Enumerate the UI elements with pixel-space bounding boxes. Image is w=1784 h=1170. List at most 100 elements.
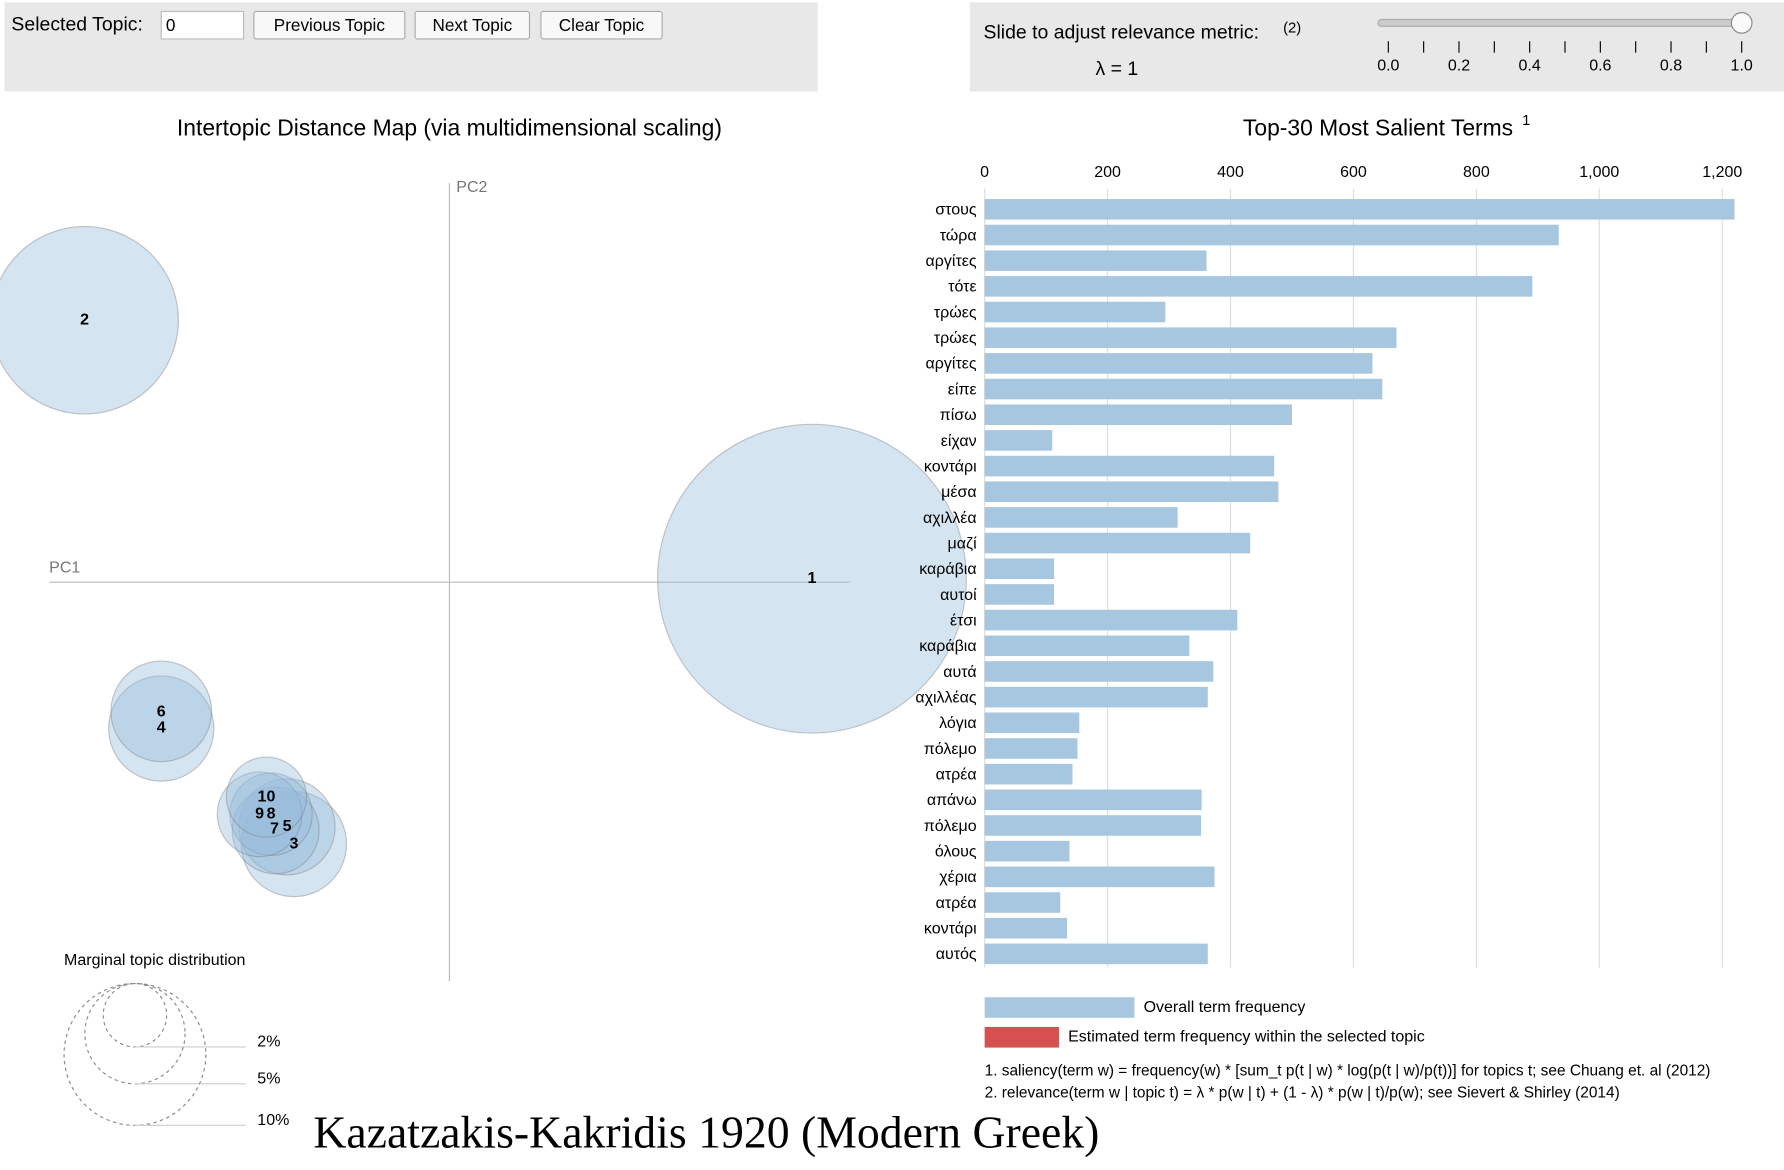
button[interactable] bbox=[540, 10, 663, 40]
term-label[interactable]: πόλεμο bbox=[924, 741, 977, 758]
term-label[interactable]: έτσι bbox=[950, 612, 977, 629]
term-label[interactable]: τρώες bbox=[934, 304, 977, 321]
term-label[interactable]: κοντάρι bbox=[924, 458, 977, 475]
x-tick-label: 400 bbox=[1217, 164, 1244, 181]
term-label[interactable]: αχιλλέα bbox=[923, 510, 977, 527]
slider-track[interactable] bbox=[1377, 18, 1751, 27]
bar[interactable] bbox=[984, 199, 1735, 220]
term-label[interactable]: μέσα bbox=[941, 484, 976, 501]
term-label[interactable]: μαζί bbox=[948, 535, 978, 552]
term-label[interactable]: όλους bbox=[935, 844, 977, 861]
footnote: 2. relevance(term w | topic t) = λ * p(w… bbox=[985, 1084, 1620, 1101]
bar[interactable] bbox=[984, 404, 1292, 426]
topic-label: 4 bbox=[157, 720, 166, 737]
term-label[interactable]: τότε bbox=[948, 279, 976, 296]
x-tick-label: 800 bbox=[1463, 164, 1490, 181]
topic-input[interactable] bbox=[160, 10, 245, 40]
term-label[interactable]: κοντάρι bbox=[924, 921, 977, 938]
term-label[interactable]: πίσω bbox=[940, 407, 977, 424]
bar[interactable] bbox=[984, 789, 1202, 811]
bar[interactable] bbox=[984, 815, 1201, 836]
bar[interactable] bbox=[984, 250, 1207, 271]
pc1-label: PC1 bbox=[49, 560, 80, 577]
term-label[interactable]: αχιλλέας bbox=[915, 690, 977, 707]
topic-circle[interactable] bbox=[108, 675, 215, 782]
bar[interactable] bbox=[984, 738, 1078, 759]
bar[interactable] bbox=[984, 481, 1279, 503]
topic-circle[interactable] bbox=[110, 660, 213, 763]
bar[interactable] bbox=[984, 276, 1533, 297]
bar[interactable] bbox=[984, 353, 1373, 374]
bar[interactable] bbox=[984, 712, 1080, 734]
slider-knob[interactable] bbox=[1730, 12, 1753, 34]
term-label[interactable]: τρώες bbox=[934, 330, 977, 347]
control-panel bbox=[4, 2, 818, 92]
bar[interactable] bbox=[984, 224, 1559, 246]
term-label[interactable]: ατρέα bbox=[936, 895, 977, 912]
topic-label: 5 bbox=[283, 818, 292, 835]
term-label[interactable]: καράβια bbox=[919, 638, 976, 655]
term-label[interactable]: είχαν bbox=[941, 433, 977, 450]
bar[interactable] bbox=[984, 507, 1178, 528]
topic-circle[interactable] bbox=[0, 225, 179, 415]
bar[interactable] bbox=[984, 532, 1251, 554]
term-label[interactable]: αυτά bbox=[943, 664, 976, 681]
term-label[interactable]: πόλεμο bbox=[924, 818, 977, 835]
term-label[interactable]: αυτοί bbox=[940, 587, 977, 604]
topic-label: 3 bbox=[289, 835, 298, 852]
bar[interactable] bbox=[984, 301, 1166, 323]
bar[interactable] bbox=[984, 635, 1190, 657]
term-label[interactable]: καράβια bbox=[919, 561, 976, 578]
term-label[interactable]: στους bbox=[935, 202, 977, 219]
x-tick-label: 200 bbox=[1094, 164, 1121, 181]
button-label[interactable]: Next Topic bbox=[432, 15, 512, 35]
bar[interactable] bbox=[984, 866, 1215, 888]
bar[interactable] bbox=[984, 763, 1073, 785]
topic-circle[interactable] bbox=[240, 790, 348, 898]
term-label[interactable]: ατρέα bbox=[936, 767, 977, 784]
topic-label: 8 bbox=[267, 806, 276, 823]
bar[interactable] bbox=[984, 892, 1061, 913]
slider-tick-label: 1.0 bbox=[1731, 58, 1753, 75]
button[interactable] bbox=[414, 10, 531, 40]
bar[interactable] bbox=[984, 686, 1208, 708]
bar[interactable] bbox=[984, 917, 1067, 939]
topic-circle[interactable] bbox=[229, 772, 313, 857]
term-label[interactable]: λόγια bbox=[939, 715, 976, 732]
term-label[interactable]: τώρα bbox=[940, 227, 977, 244]
selected-topic-label: Selected Topic: bbox=[11, 13, 142, 35]
slider-panel bbox=[969, 2, 1784, 92]
button-label[interactable]: Previous Topic bbox=[274, 15, 386, 35]
topic-label: 7 bbox=[270, 820, 279, 837]
button[interactable] bbox=[253, 10, 406, 40]
topic-label: 6 bbox=[157, 704, 166, 721]
slider-tick-label: 0.2 bbox=[1448, 58, 1470, 75]
button-label[interactable]: Clear Topic bbox=[559, 15, 645, 35]
term-label[interactable]: είπε bbox=[948, 381, 977, 398]
topic-label: 10 bbox=[258, 788, 276, 805]
term-label[interactable]: αυτός bbox=[936, 946, 977, 963]
topic-circle[interactable] bbox=[656, 423, 967, 734]
bar[interactable] bbox=[984, 455, 1275, 477]
bar[interactable] bbox=[984, 378, 1383, 400]
term-label[interactable]: αργίτες bbox=[926, 356, 977, 373]
topic-circle[interactable] bbox=[225, 756, 308, 838]
term-label[interactable]: απάνω bbox=[927, 792, 977, 809]
bar[interactable] bbox=[984, 584, 1055, 605]
term-label[interactable]: αργίτες bbox=[926, 253, 977, 270]
bar[interactable] bbox=[984, 609, 1238, 631]
marginal-label: 2% bbox=[257, 1034, 280, 1051]
caption: Kazatzakis-Kakridis 1920 (Modern Greek) bbox=[313, 1106, 1099, 1157]
bar[interactable] bbox=[984, 558, 1055, 580]
term-label[interactable]: χέρια bbox=[939, 869, 976, 886]
bar[interactable] bbox=[984, 430, 1053, 451]
topic-circle[interactable] bbox=[238, 778, 336, 876]
slider-tick-label: 0.4 bbox=[1519, 58, 1541, 75]
topic-circle[interactable] bbox=[231, 786, 320, 875]
bar[interactable] bbox=[984, 327, 1397, 348]
bar[interactable] bbox=[984, 840, 1070, 862]
bar[interactable] bbox=[984, 943, 1208, 965]
marginal-circle bbox=[84, 982, 186, 1085]
bar[interactable] bbox=[984, 661, 1214, 682]
topic-circle[interactable] bbox=[216, 771, 303, 858]
